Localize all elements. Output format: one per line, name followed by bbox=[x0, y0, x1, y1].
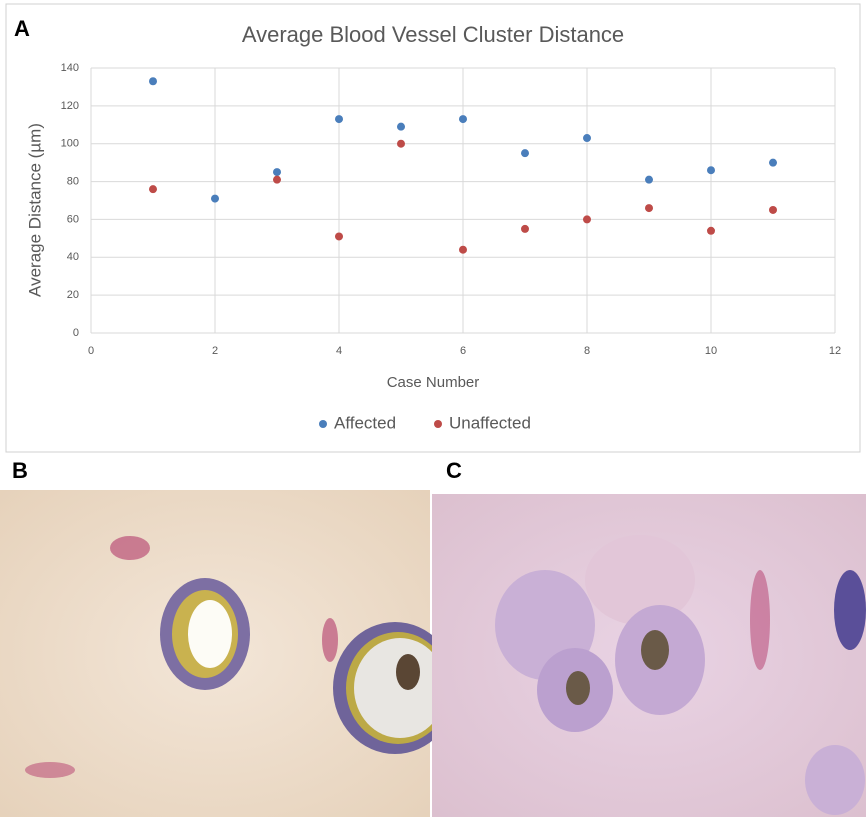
legend-marker bbox=[319, 420, 327, 428]
chart-frame bbox=[5, 3, 861, 453]
data-point bbox=[583, 215, 591, 224]
y-axis-label: Average Distance (µm) bbox=[25, 123, 44, 297]
data-point bbox=[583, 134, 591, 143]
data-point bbox=[273, 175, 281, 184]
y-tick-label: 120 bbox=[61, 100, 79, 112]
data-point bbox=[769, 158, 777, 167]
data-point bbox=[335, 115, 343, 124]
micrograph-b bbox=[0, 490, 457, 817]
data-point bbox=[769, 205, 777, 214]
y-tick-label: 140 bbox=[61, 62, 79, 74]
x-tick-label: 10 bbox=[705, 345, 717, 357]
legend-label: Affected bbox=[334, 413, 396, 432]
y-tick-label: 0 bbox=[73, 327, 79, 339]
panel-label: B bbox=[12, 458, 28, 483]
data-point bbox=[707, 226, 715, 235]
data-point bbox=[707, 166, 715, 175]
data-point bbox=[521, 224, 529, 233]
panel-label: C bbox=[446, 458, 462, 483]
x-tick-label: 12 bbox=[829, 345, 841, 357]
y-tick-label: 80 bbox=[67, 175, 79, 187]
data-point bbox=[397, 139, 405, 148]
x-tick-label: 8 bbox=[584, 345, 590, 357]
y-tick-label: 60 bbox=[67, 213, 79, 225]
data-point bbox=[397, 122, 405, 131]
x-tick-label: 2 bbox=[212, 345, 218, 357]
micrograph-c bbox=[432, 494, 866, 817]
data-point bbox=[459, 115, 467, 124]
y-tick-label: 40 bbox=[67, 251, 79, 263]
data-point bbox=[149, 185, 157, 194]
y-tick-label: 100 bbox=[61, 138, 79, 150]
data-point bbox=[645, 175, 653, 184]
chart-title: Average Blood Vessel Cluster Distance bbox=[242, 22, 624, 47]
data-point bbox=[459, 245, 467, 254]
data-point bbox=[149, 77, 157, 86]
x-tick-label: 0 bbox=[88, 345, 94, 357]
x-axis-label: Case Number bbox=[387, 374, 480, 391]
y-tick-label: 20 bbox=[67, 289, 79, 301]
panel-label: A bbox=[14, 16, 30, 41]
legend-marker bbox=[434, 420, 442, 428]
data-point bbox=[335, 232, 343, 241]
x-tick-label: 4 bbox=[336, 345, 342, 357]
legend-label: Unaffected bbox=[449, 413, 531, 432]
data-point bbox=[645, 204, 653, 213]
data-point bbox=[211, 194, 219, 203]
data-point bbox=[521, 149, 529, 158]
data-point bbox=[273, 168, 281, 177]
x-tick-label: 6 bbox=[460, 345, 466, 357]
